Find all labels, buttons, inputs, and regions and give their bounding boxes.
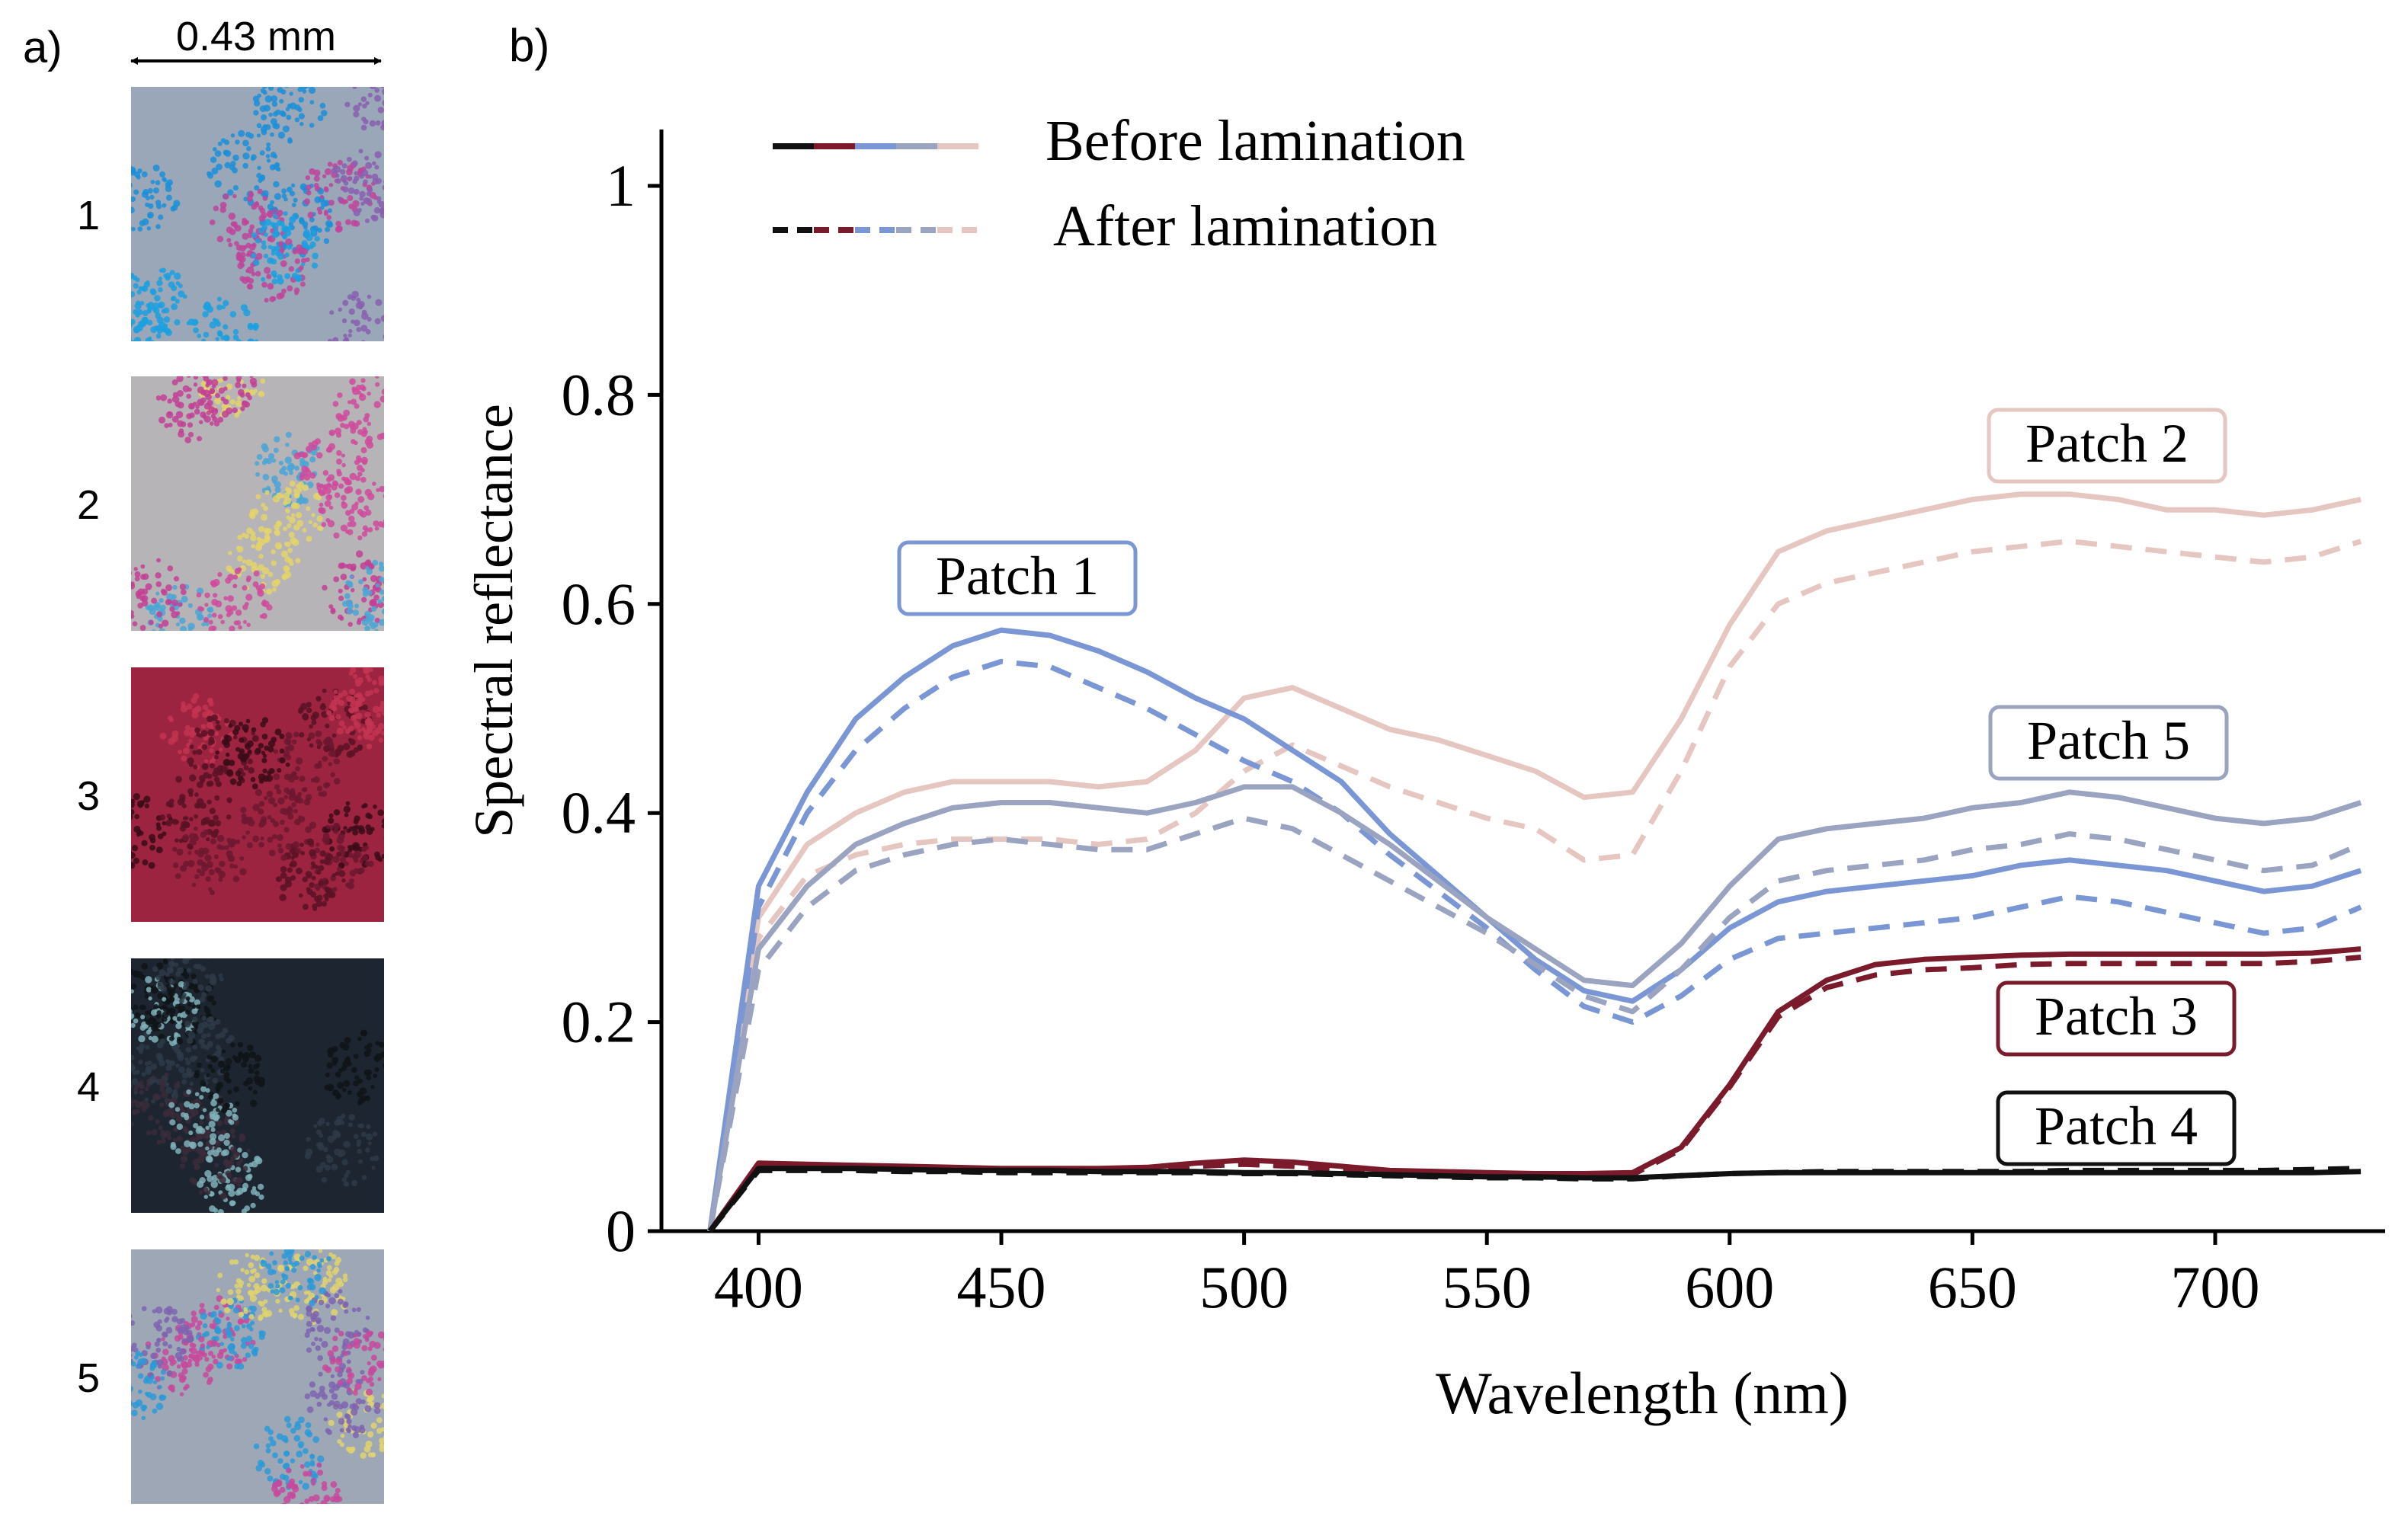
- annotation-patch-4: Patch 4: [1996, 1090, 2237, 1166]
- x-tick-label: 650: [1928, 1254, 2017, 1320]
- legend: Before lamination After lamination: [773, 109, 1465, 258]
- annotation-label: Patch 4: [2035, 1096, 2198, 1156]
- y-tick-label: 0.2: [562, 989, 636, 1055]
- patch-number: 1: [77, 193, 100, 238]
- series-line-before-patch-2: [707, 491, 2362, 1232]
- annotation-label: Patch 1: [936, 545, 1099, 606]
- y-tick-label: 0: [606, 1198, 636, 1264]
- x-tick-label: 600: [1685, 1254, 1774, 1320]
- x-tick-label: 450: [957, 1254, 1046, 1320]
- series-line-before-patch-4: [707, 1166, 2362, 1233]
- annotation-box: [1996, 1090, 2237, 1166]
- annotation-label: Patch 5: [2027, 710, 2190, 771]
- y-tick-label: 0.4: [562, 779, 636, 846]
- series-line-after-patch-5: [707, 815, 2362, 1232]
- legend-label-after: After lamination: [1053, 194, 1437, 258]
- patch-texture: [131, 376, 384, 631]
- panel-b: b) 00.20.40.60.81 400 450 500 550 600 650 700 …: [463, 20, 2385, 1426]
- panel-a-label: a): [23, 23, 62, 72]
- patch-tile: [131, 958, 384, 1213]
- patch-number: 4: [77, 1064, 100, 1110]
- patch-texture: [131, 667, 384, 911]
- patch-number: 3: [77, 773, 100, 819]
- series-line-after-patch-2: [707, 539, 2362, 1232]
- patch-tile: [131, 376, 384, 631]
- series-line-before-patch-1: [707, 627, 2362, 1232]
- series-lines: [707, 491, 2362, 1233]
- patch-texture: [131, 87, 384, 341]
- patch-tile: [131, 87, 384, 341]
- annotation-patch-5: Patch 5: [1988, 705, 2229, 781]
- x-tick-label: 500: [1199, 1254, 1289, 1320]
- annotation-box: [897, 540, 1138, 616]
- legend-entry-after: After lamination: [773, 194, 1437, 258]
- annotation-box: [1987, 408, 2227, 484]
- x-tick-label: 400: [714, 1254, 803, 1320]
- annotation-box: [1988, 705, 2229, 781]
- series-line-after-patch-1: [707, 658, 2362, 1232]
- panel-b-label: b): [509, 20, 549, 71]
- scale-label: 0.43 mm: [176, 14, 336, 59]
- patch-number: 2: [77, 482, 100, 528]
- y-tick-label: 0.6: [562, 571, 636, 637]
- y-axis-label: Spectral reflectance: [463, 404, 524, 838]
- panel-a: a) 0.43 mm 1 2 3 4 5: [23, 14, 384, 1504]
- legend-label-before: Before lamination: [1045, 109, 1465, 173]
- patch-tile: [131, 1249, 384, 1504]
- y-tick-label: 0.8: [562, 361, 636, 427]
- annotation-patch-1: Patch 1: [897, 540, 1138, 616]
- annotation-box: [1996, 980, 2237, 1057]
- series-line-before-patch-5: [707, 784, 2362, 1232]
- annotation-patch-2: Patch 2: [1987, 408, 2227, 484]
- y-tick-label: 1: [606, 152, 636, 219]
- legend-entry-before: Before lamination: [773, 109, 1465, 173]
- x-axis: 400 450 500 550 600 650 700: [661, 1229, 2385, 1320]
- patch-tile: [131, 667, 384, 922]
- y-axis: 0 0.2 0.4 0.6 0.8 1: [562, 130, 664, 1264]
- annotation-patch-3: Patch 3: [1996, 980, 2237, 1057]
- series-annotations: Patch 2 Patch 1 Patch 5 Patch 3 Patch 4: [897, 408, 2237, 1166]
- annotation-label: Patch 2: [2025, 413, 2189, 474]
- patch-number: 5: [77, 1355, 100, 1401]
- patch-tiles: 1 2 3 4 5: [77, 87, 384, 1504]
- annotation-label: Patch 3: [2035, 986, 2198, 1047]
- x-tick-label: 700: [2170, 1254, 2259, 1320]
- patch-texture: [131, 958, 384, 1213]
- x-tick-label: 550: [1443, 1254, 1532, 1320]
- patch-texture: [131, 1249, 384, 1504]
- x-axis-label: Wavelength (nm): [1436, 1360, 1849, 1426]
